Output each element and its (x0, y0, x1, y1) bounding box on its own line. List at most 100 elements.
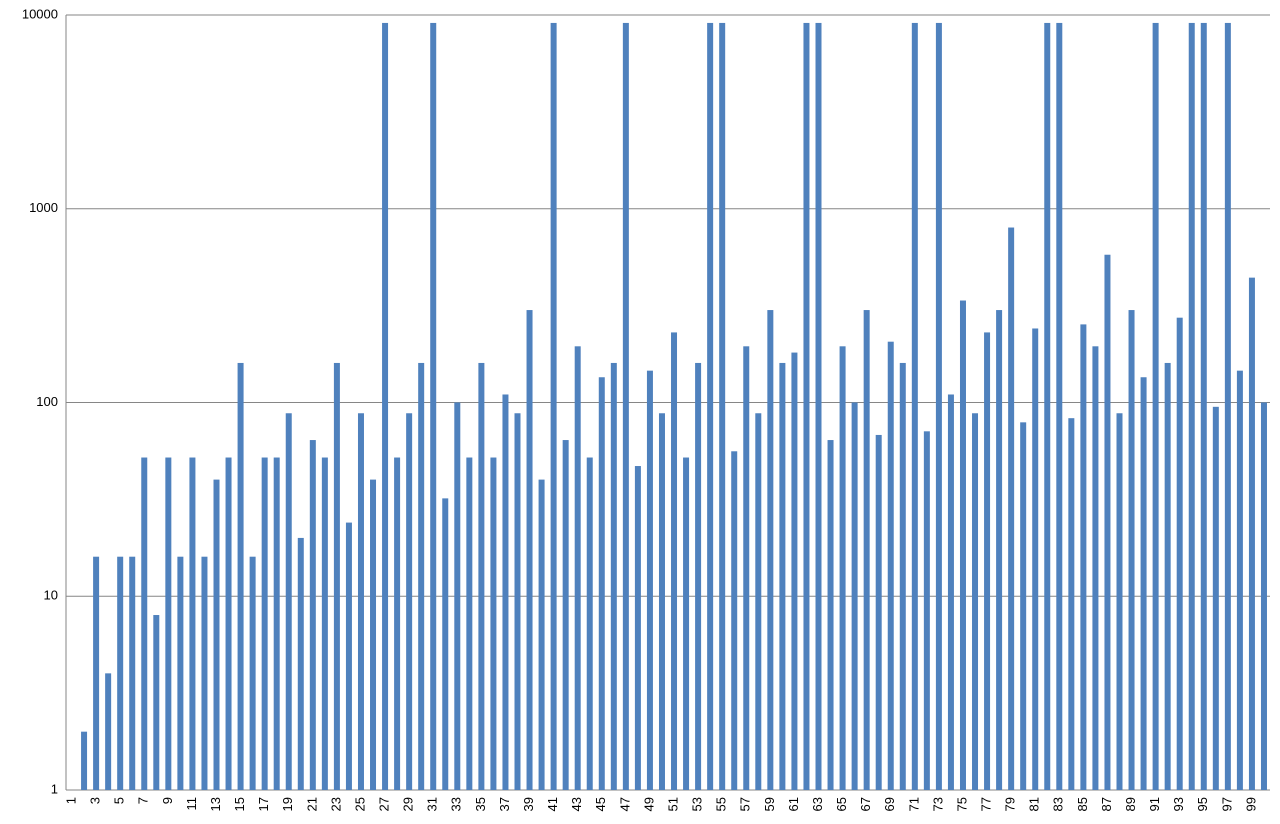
bar (1116, 413, 1123, 790)
bar (1056, 22, 1063, 790)
bar (634, 466, 641, 790)
x-tick-label: 97 (1219, 797, 1234, 811)
bar (707, 22, 714, 790)
x-tick-label: 61 (786, 797, 801, 811)
x-tick-label: 43 (569, 797, 584, 811)
bar (141, 457, 148, 790)
x-tick-label: 71 (906, 797, 921, 811)
x-tick-label: 11 (184, 797, 199, 811)
x-tick-label: 31 (425, 797, 440, 811)
bar (935, 22, 942, 790)
bar (105, 673, 112, 790)
x-tick-label: 59 (762, 797, 777, 811)
bar (1140, 377, 1147, 790)
x-tick-label: 63 (810, 797, 825, 811)
x-tick-label: 89 (1123, 797, 1138, 811)
x-tick-label: 91 (1147, 797, 1162, 811)
y-tick-label: 1 (51, 781, 58, 796)
y-tick-label: 100 (36, 394, 58, 409)
bar (755, 413, 762, 790)
x-tick-label: 53 (690, 797, 705, 811)
x-tick-label: 45 (593, 797, 608, 811)
bar (550, 22, 557, 790)
bar (972, 413, 979, 790)
bar (863, 310, 870, 790)
bar (1212, 406, 1219, 790)
x-tick-label: 15 (232, 797, 247, 811)
bar (779, 362, 786, 790)
x-tick-label: 21 (304, 797, 319, 811)
bar (1164, 362, 1171, 790)
bar (1128, 310, 1135, 790)
x-tick-label: 23 (328, 797, 343, 811)
x-tick-label: 57 (738, 797, 753, 811)
bar (984, 332, 991, 790)
bar (406, 413, 413, 790)
x-tick-label: 27 (376, 797, 391, 811)
bar (430, 22, 437, 790)
x-tick-label: 85 (1075, 797, 1090, 811)
bar (1200, 22, 1207, 790)
bar (165, 457, 172, 790)
bar (959, 300, 966, 790)
bar (1020, 422, 1027, 790)
bar (129, 556, 136, 790)
bar (767, 310, 774, 790)
bar (1236, 370, 1243, 790)
bar (911, 22, 918, 790)
bar (1092, 346, 1099, 790)
x-tick-label: 3 (88, 797, 103, 804)
bar (683, 457, 690, 790)
y-tick-label: 10000 (22, 6, 58, 21)
bar (622, 22, 629, 790)
bar (1080, 324, 1087, 790)
bar (213, 479, 220, 790)
bar (177, 556, 184, 790)
bar (1044, 22, 1051, 790)
bar (887, 341, 894, 790)
bar (382, 22, 389, 790)
x-tick-label: 99 (1243, 797, 1258, 811)
x-tick-label: 39 (521, 797, 536, 811)
x-tick-label: 75 (954, 797, 969, 811)
bar (153, 615, 160, 790)
bar (261, 457, 268, 790)
bar (514, 413, 521, 790)
x-tick-label: 5 (112, 797, 127, 804)
bar (454, 402, 461, 790)
bar (1068, 418, 1075, 790)
bar (370, 479, 377, 790)
bar (466, 457, 473, 790)
bar (899, 362, 906, 790)
bar (875, 434, 882, 790)
bar (502, 394, 509, 790)
bar (538, 479, 545, 790)
bar (1224, 22, 1231, 790)
bar (1188, 22, 1195, 790)
bar (357, 413, 364, 790)
bar (1152, 22, 1159, 790)
bar (117, 556, 124, 790)
x-tick-label: 77 (978, 797, 993, 811)
x-tick-label: 69 (882, 797, 897, 811)
bar (610, 362, 617, 790)
x-tick-label: 87 (1099, 797, 1114, 811)
bar (815, 22, 822, 790)
x-tick-label: 47 (617, 797, 632, 811)
x-tick-label: 67 (858, 797, 873, 811)
y-tick-label: 10 (44, 588, 58, 603)
bar (791, 352, 798, 790)
bar (851, 402, 858, 790)
bar (1032, 328, 1039, 790)
bar (297, 537, 304, 790)
bar (743, 346, 750, 790)
bar (996, 310, 1003, 790)
bar (1248, 277, 1255, 790)
bar (478, 362, 485, 790)
bar (598, 377, 605, 790)
bar (719, 22, 726, 790)
x-tick-label: 79 (1003, 797, 1018, 811)
x-tick-label: 41 (545, 797, 560, 811)
bar (442, 498, 449, 790)
